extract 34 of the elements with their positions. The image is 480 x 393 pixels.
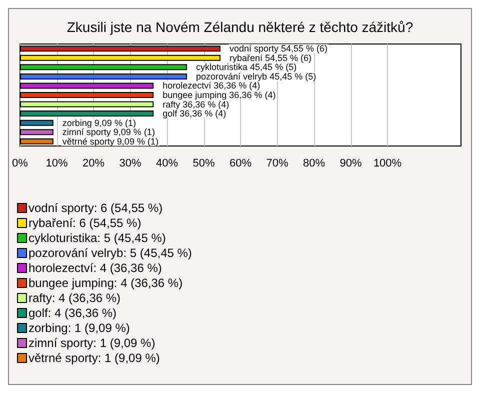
x-tick-label: 10%: [46, 158, 68, 170]
data-label: rybaření 54,55 % (6): [229, 52, 312, 63]
legend-label: horolezectví: 4 (36,36 %): [28, 261, 162, 275]
legend-label: golf: 4 (36,36 %): [28, 306, 117, 320]
x-tick-label: 100%: [373, 158, 402, 170]
data-label: zimní sporty 9,09 % (1): [62, 127, 155, 138]
legend-label: cykloturistika: 5 (45,45 %): [28, 231, 166, 245]
data-label: cykloturistika 45,45 % (5): [196, 62, 297, 72]
legend-label: větrné sporty: 1 (9,09 %): [28, 351, 160, 365]
legend-label: vodní sporty: 6 (54,55 %): [28, 201, 163, 215]
legend-label: pozorování velryb: 5 (45,45 %): [28, 246, 192, 260]
x-tick-label: 90%: [340, 158, 362, 170]
data-label: horolezectví 36,36 % (4): [162, 80, 260, 91]
legend-label: bungee jumping: 4 (36,36 %): [28, 276, 183, 290]
data-label: vodní sporty 54,55 % (6): [229, 44, 328, 54]
data-label: golf 36,36 % (4): [162, 108, 226, 119]
x-tick-label: 80%: [302, 158, 326, 170]
data-label: rafty 36,36 % (4): [162, 99, 230, 110]
x-tick-label: 50%: [192, 158, 215, 170]
x-tick-label: 30%: [119, 158, 142, 170]
data-label: bungee jumping 36,36 % (4): [162, 90, 276, 100]
legend-label: zorbing: 1 (9,09 %): [28, 321, 130, 335]
chart-title: Zkusili jste na Novém Zélandu některé z těchto zážitků?: [66, 19, 414, 35]
legend-label: rybaření: 6 (54,55 %): [28, 216, 142, 230]
x-tick-label: 20%: [82, 158, 105, 170]
x-tick-label: 40%: [156, 158, 178, 170]
x-tick-label: 0%: [12, 158, 28, 170]
data-label: pozorování velryb 45,45 % (5): [196, 71, 316, 82]
legend-label: zimní sporty: 1 (9,09 %): [28, 336, 156, 350]
data-label: zorbing 9,09 % (1): [62, 118, 136, 128]
legend-label: rafty: 4 (36,36 %): [28, 291, 121, 305]
data-label: větrné sporty 9,09 % (1): [62, 136, 158, 146]
x-tick-label: 70%: [266, 158, 288, 170]
x-tick-label: 60%: [229, 158, 252, 170]
